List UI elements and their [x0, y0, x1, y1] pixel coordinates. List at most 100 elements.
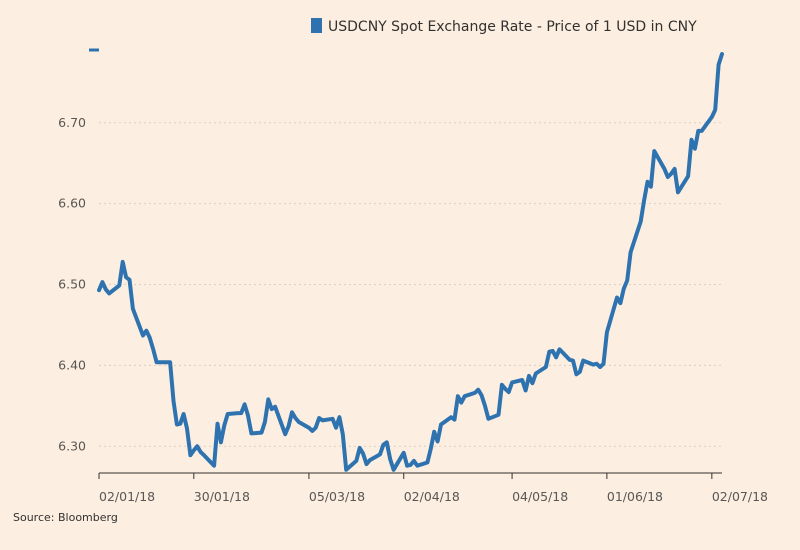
data-point	[345, 469, 347, 471]
data-point	[203, 454, 205, 456]
data-point	[393, 469, 395, 471]
data-point	[308, 427, 310, 429]
data-point	[267, 398, 269, 400]
data-point	[626, 280, 628, 281]
x-tick-label: 02/01/18	[99, 489, 155, 504]
data-point	[484, 405, 486, 407]
data-point	[663, 168, 665, 170]
data-point	[535, 373, 537, 374]
data-point	[694, 148, 696, 150]
data-point	[132, 308, 134, 310]
data-point	[559, 348, 560, 350]
data-point	[359, 447, 361, 449]
data-point	[298, 421, 300, 423]
data-point	[531, 382, 533, 384]
data-point	[217, 423, 218, 425]
legend-label: USDCNY Spot Exchange Rate - Price of 1 U…	[328, 19, 697, 35]
y-tick-label: 6.40	[58, 357, 86, 372]
data-point	[322, 419, 323, 421]
x-tick-label: 30/01/18	[194, 489, 250, 504]
data-point	[261, 432, 262, 434]
data-point	[474, 392, 476, 394]
data-point	[220, 441, 222, 443]
data-point	[156, 361, 158, 363]
data-point	[149, 337, 151, 339]
data-point	[271, 408, 273, 410]
data-point	[592, 364, 594, 366]
data-point	[667, 176, 669, 178]
data-point	[687, 175, 689, 177]
data-point	[179, 423, 181, 425]
data-point	[701, 130, 703, 132]
data-point	[335, 427, 337, 429]
data-point	[311, 430, 313, 432]
data-point	[714, 109, 716, 111]
data-point	[582, 360, 584, 362]
data-point	[379, 453, 381, 455]
data-point	[501, 384, 503, 386]
data-point	[697, 130, 699, 132]
data-point	[223, 424, 225, 426]
data-point	[173, 400, 174, 402]
data-point	[338, 416, 340, 418]
data-point	[183, 413, 185, 415]
data-point	[477, 389, 479, 391]
data-point	[525, 390, 527, 391]
data-point	[481, 394, 483, 396]
data-point	[555, 356, 557, 358]
data-point	[152, 348, 154, 350]
x-tick-label: 05/03/18	[309, 489, 365, 504]
data-point	[521, 379, 523, 381]
data-point	[413, 460, 415, 462]
data-point	[189, 454, 191, 456]
data-point	[440, 424, 442, 425]
data-point	[244, 403, 246, 405]
data-point	[227, 413, 229, 415]
y-tick-label: 6.30	[58, 438, 86, 453]
gridlines	[99, 122, 722, 447]
y-tick-label: 6.60	[58, 196, 86, 211]
data-point	[653, 150, 655, 152]
data-point	[101, 281, 103, 283]
legend: USDCNY Spot Exchange Rate - Price of 1 U…	[311, 18, 697, 35]
data-point	[98, 289, 100, 291]
data-point	[142, 335, 144, 336]
data-point	[389, 458, 391, 460]
data-point	[237, 412, 239, 414]
data-point	[623, 288, 625, 290]
data-point	[284, 433, 286, 435]
data-point	[650, 186, 652, 188]
legend-swatch	[311, 18, 322, 33]
data-point	[145, 330, 147, 332]
data-point	[193, 449, 195, 451]
x-tick-label: 01/06/18	[607, 489, 663, 504]
source-note: Source: Bloomberg	[13, 511, 118, 524]
y-axis-tick-labels: 6.30 6.40 6.50 6.60 6.70	[58, 115, 86, 454]
data-point	[118, 284, 120, 286]
data-point	[603, 363, 604, 365]
data-point	[240, 412, 242, 414]
data-point	[599, 366, 601, 368]
data-point	[355, 460, 357, 462]
data-point	[416, 465, 418, 467]
data-point	[433, 431, 435, 433]
data-point	[332, 418, 334, 420]
data-point	[691, 139, 692, 141]
data-point	[406, 465, 408, 467]
data-point	[596, 363, 598, 365]
y-tick-label: 6.70	[58, 115, 86, 130]
data-point	[579, 371, 581, 373]
data-point	[369, 459, 371, 461]
data-point	[508, 391, 510, 393]
data-point	[619, 302, 621, 304]
data-point	[454, 419, 455, 421]
data-point	[450, 416, 452, 418]
data-point	[386, 441, 388, 443]
data-point	[213, 465, 215, 467]
data-point	[264, 421, 266, 423]
data-point	[572, 360, 574, 362]
data-point	[569, 359, 571, 361]
data-point	[721, 53, 723, 55]
x-tick-label: 02/04/18	[404, 489, 460, 504]
data-point	[176, 424, 178, 425]
